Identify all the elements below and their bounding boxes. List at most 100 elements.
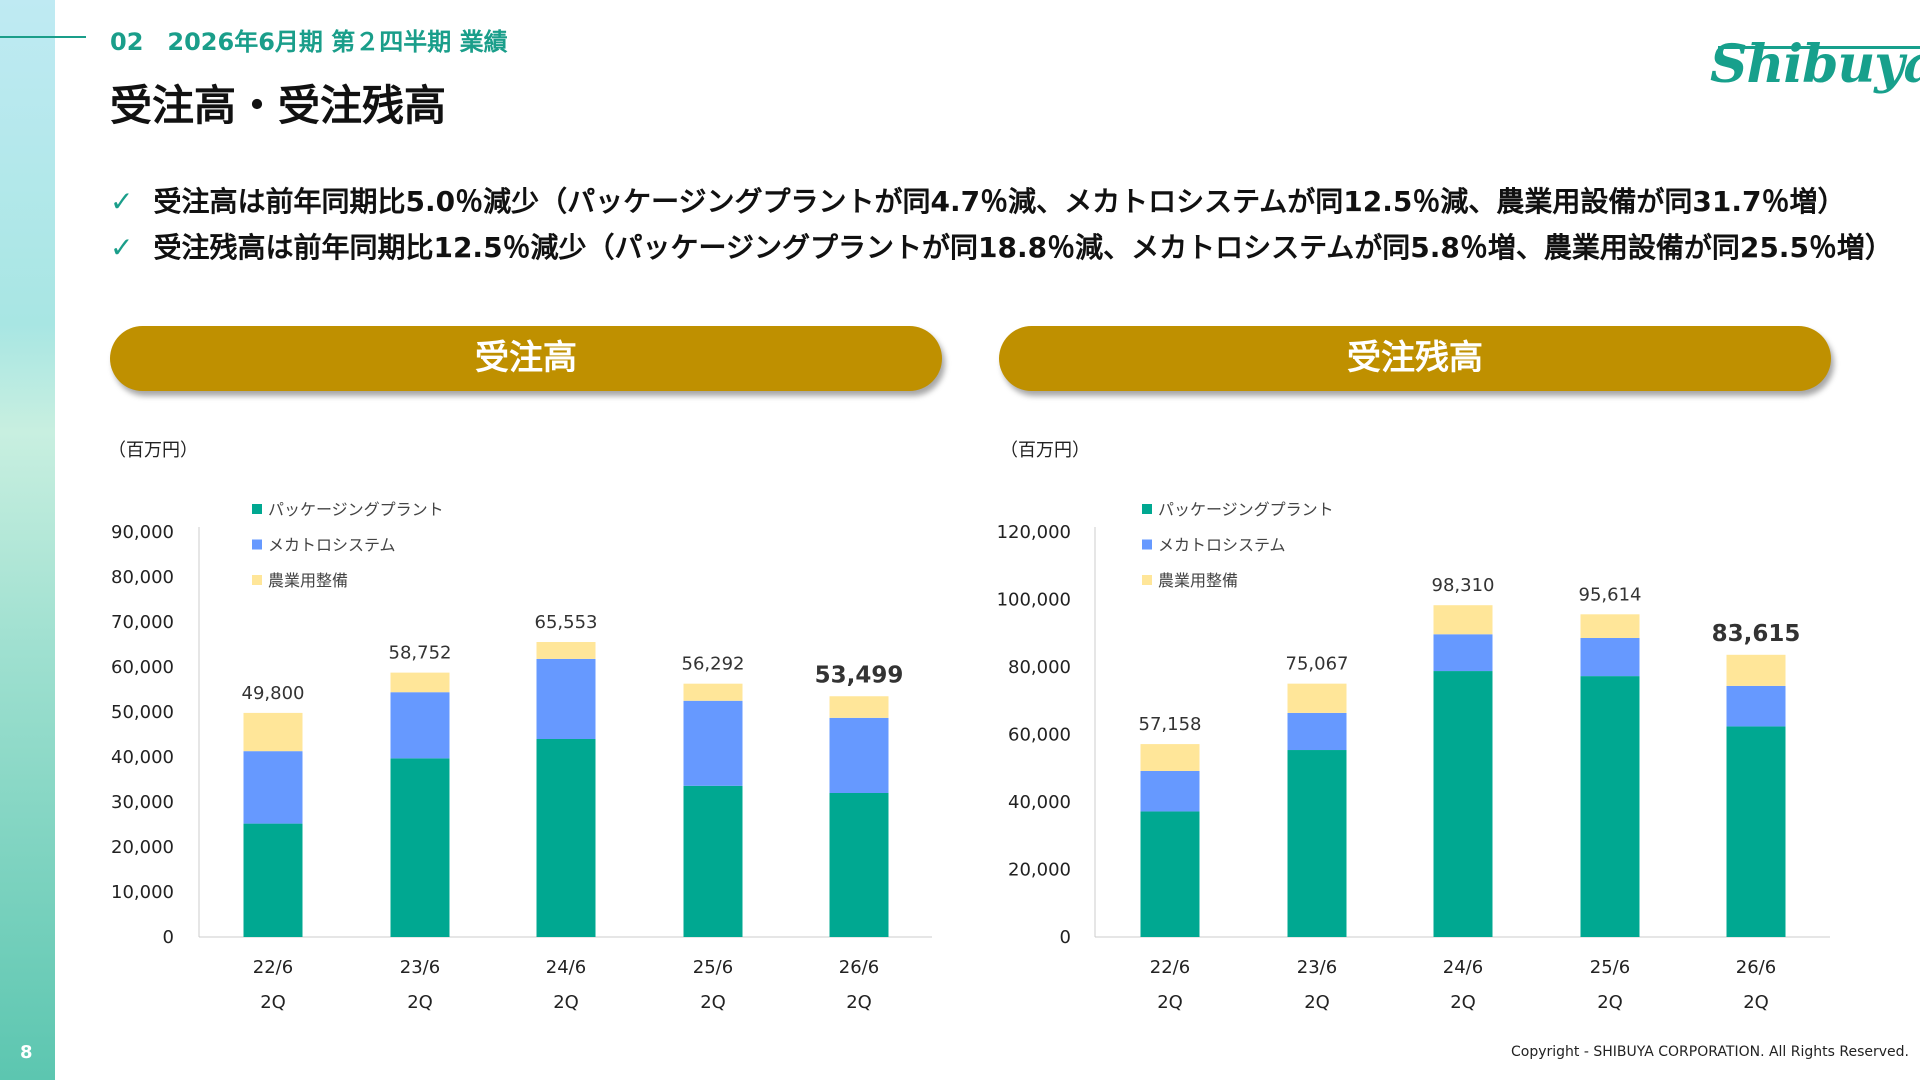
x-tick-label: 2Q xyxy=(260,992,286,1013)
bar-segment-2 xyxy=(1726,654,1786,686)
sidebar-decoration xyxy=(0,0,55,1080)
y-tick-label: 10,000 xyxy=(111,882,174,903)
x-tick-label: 2Q xyxy=(846,992,872,1013)
bar-segment-0 xyxy=(1726,726,1786,937)
total-label: 53,499 xyxy=(815,662,904,688)
bar-segment-0 xyxy=(1140,811,1200,937)
bar-segment-2 xyxy=(1287,683,1347,713)
y-tick-label: 70,000 xyxy=(111,612,174,633)
header-line xyxy=(0,36,86,38)
check-icon: ✓ xyxy=(110,185,134,218)
bar-segment-0 xyxy=(1580,676,1640,937)
y-tick-label: 30,000 xyxy=(111,792,174,813)
y-tick-label: 50,000 xyxy=(111,702,174,723)
legend-swatch xyxy=(1142,539,1152,550)
section-subtitle: 02 2026年6月期 第２四半期 業績 xyxy=(110,28,508,56)
bar-segment-1 xyxy=(1140,770,1200,812)
bar-segment-2 xyxy=(390,672,450,693)
bar-segment-2 xyxy=(1580,614,1640,638)
bar-segment-1 xyxy=(1580,637,1640,677)
x-tick-label: 2Q xyxy=(1597,992,1623,1013)
legend-swatch xyxy=(252,539,262,550)
legend-swatch xyxy=(1142,504,1152,514)
y-tick-label: 80,000 xyxy=(1008,657,1071,678)
y-tick-label: 100,000 xyxy=(997,590,1071,611)
bar-segment-2 xyxy=(1433,605,1493,635)
x-tick-label: 2Q xyxy=(700,992,726,1013)
x-tick-label: 26/6 xyxy=(839,957,879,978)
shibuya-logo: Shibuya xyxy=(1710,34,1920,95)
total-label: 56,292 xyxy=(682,654,745,675)
y-tick-label: 0 xyxy=(1060,927,1071,948)
legend-label: メカトロシステム xyxy=(268,536,396,555)
bullet-1: ✓ 受注高は前年同期比5.0％減少（パッケージングプラントが同4.7％減、メカトロ… xyxy=(110,180,1845,220)
bar-segment-2 xyxy=(243,712,303,752)
bar-segment-1 xyxy=(536,658,596,739)
legend-swatch xyxy=(252,575,262,585)
bar-segment-1 xyxy=(683,700,743,786)
page-number: 8 xyxy=(20,1042,33,1063)
legend-label: 農業用整備 xyxy=(1158,571,1238,590)
x-tick-label: 2Q xyxy=(407,992,433,1013)
x-tick-label: 2Q xyxy=(553,992,579,1013)
bar-segment-1 xyxy=(1287,712,1347,751)
legend-label: パッケージングプラント xyxy=(1158,500,1334,519)
x-tick-label: 2Q xyxy=(1157,992,1183,1013)
bar-segment-1 xyxy=(1726,685,1786,727)
bar-segment-1 xyxy=(1433,634,1493,672)
x-tick-label: 2Q xyxy=(1743,992,1769,1013)
y-tick-label: 90,000 xyxy=(111,522,174,543)
x-tick-label: 26/6 xyxy=(1736,957,1776,978)
x-tick-label: 23/6 xyxy=(1297,957,1337,978)
legend-label: メカトロシステム xyxy=(1158,536,1286,555)
copyright: Copyright - SHIBUYA CORPORATION. All Rig… xyxy=(1511,1044,1909,1060)
bullet-2: ✓ 受注残高は前年同期比12.5％減少（パッケージングプラントが同18.8％減、メ… xyxy=(110,226,1893,266)
bar-segment-0 xyxy=(536,739,596,937)
x-tick-label: 2Q xyxy=(1450,992,1476,1013)
total-label: 49,800 xyxy=(242,683,305,704)
x-tick-label: 25/6 xyxy=(693,957,733,978)
y-tick-label: 80,000 xyxy=(111,567,174,588)
legend-swatch xyxy=(1142,575,1152,585)
orders-heading: 受注高 xyxy=(110,326,942,391)
y-tick-label: 60,000 xyxy=(111,657,174,678)
backlog-unit: （百万円） xyxy=(1000,440,1090,461)
bar-segment-0 xyxy=(390,758,450,937)
y-tick-label: 60,000 xyxy=(1008,725,1071,746)
y-tick-label: 120,000 xyxy=(997,522,1071,543)
check-icon: ✓ xyxy=(110,231,134,264)
bar-segment-0 xyxy=(243,823,303,937)
page-title: 受注高・受注残高 xyxy=(110,81,447,130)
backlog-heading: 受注残高 xyxy=(999,326,1831,391)
bar-segment-0 xyxy=(1433,671,1493,937)
bar-segment-0 xyxy=(829,793,889,937)
bar-segment-0 xyxy=(1287,750,1347,937)
legend-label: 農業用整備 xyxy=(268,571,348,590)
y-tick-label: 20,000 xyxy=(111,837,174,858)
bullet-text: 受注残高は前年同期比12.5％減少（パッケージングプラントが同18.8％減、メカ… xyxy=(153,231,1893,264)
total-label: 83,615 xyxy=(1712,621,1801,647)
legend-label: パッケージングプラント xyxy=(268,500,444,519)
total-label: 58,752 xyxy=(389,643,452,664)
bar-segment-2 xyxy=(1140,744,1200,771)
total-label: 95,614 xyxy=(1579,584,1642,605)
y-tick-label: 40,000 xyxy=(1008,792,1071,813)
bar-segment-2 xyxy=(829,696,889,718)
bar-segment-1 xyxy=(829,717,889,793)
bar-segment-1 xyxy=(390,692,450,759)
bullet-text: 受注高は前年同期比5.0％減少（パッケージングプラントが同4.7％減、メカトロシ… xyxy=(153,185,1846,218)
y-tick-label: 40,000 xyxy=(111,747,174,768)
x-tick-label: 2Q xyxy=(1304,992,1330,1013)
x-tick-label: 24/6 xyxy=(546,957,586,978)
bar-segment-0 xyxy=(683,785,743,937)
legend-swatch xyxy=(252,504,262,514)
orders-unit: （百万円） xyxy=(108,440,198,461)
x-tick-label: 22/6 xyxy=(1150,957,1190,978)
y-tick-label: 20,000 xyxy=(1008,860,1071,881)
x-tick-label: 24/6 xyxy=(1443,957,1483,978)
total-label: 98,310 xyxy=(1432,575,1495,596)
bar-segment-2 xyxy=(683,683,743,701)
x-tick-label: 25/6 xyxy=(1590,957,1630,978)
x-tick-label: 23/6 xyxy=(400,957,440,978)
